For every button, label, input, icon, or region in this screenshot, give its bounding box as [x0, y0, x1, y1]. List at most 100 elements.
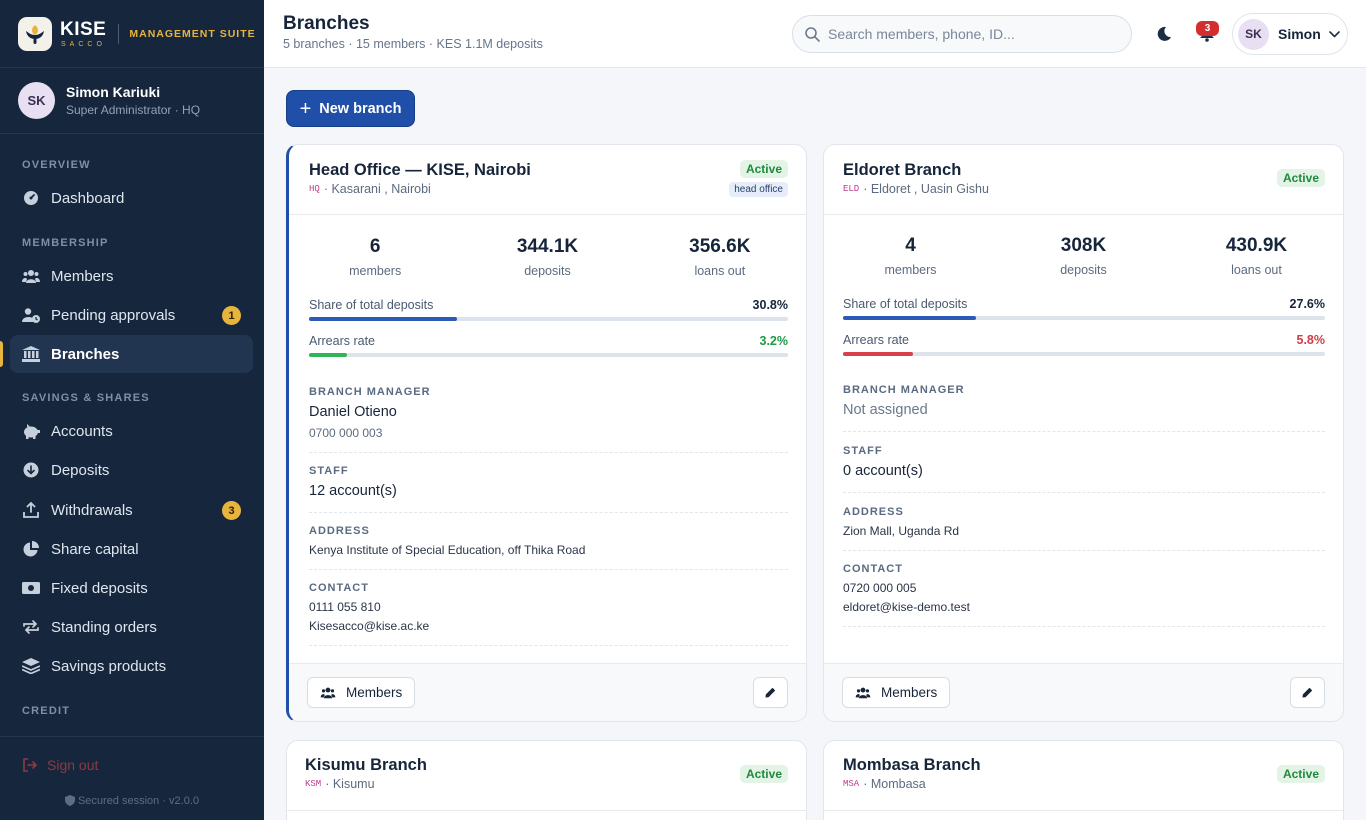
sidebar-item-label: Branches	[51, 345, 120, 363]
arrears-progress-track	[309, 353, 788, 357]
view-members-button[interactable]: Members	[307, 677, 416, 708]
branch-location-text: Kasarani , Nairobi	[331, 182, 431, 196]
sidebar-item-savings-products[interactable]: Savings products	[10, 647, 253, 685]
loans-value: 430.9K	[1225, 235, 1288, 256]
plus-icon: +	[299, 97, 312, 120]
branch-name: Eldoret Branch	[843, 161, 962, 179]
manager-phone: 0700 000 003	[309, 426, 383, 440]
members-count: 6	[369, 236, 381, 257]
section-label: STAFF	[843, 445, 883, 457]
sidebar-item-label: Accounts	[51, 422, 113, 440]
sidebar-item-share-capital[interactable]: Share capital	[10, 530, 253, 568]
edit-branch-button[interactable]	[1290, 677, 1325, 708]
sidebar-item-label: Standing orders	[51, 618, 157, 636]
staff-count: 12 account(s)	[309, 483, 397, 499]
share-progress-fill	[843, 316, 977, 320]
notifications-button[interactable]: 3	[1194, 21, 1220, 47]
address-text: Zion Mall, Uganda Rd	[843, 524, 960, 538]
branch-location-text: Eldoret , Uasin Gishu	[870, 182, 989, 196]
arrears-percent: 3.2%	[759, 334, 789, 348]
section-label: ADDRESS	[309, 525, 370, 537]
location-separator: ·	[863, 777, 871, 791]
brand-suite: MANAGEMENT SUITE	[129, 27, 256, 40]
brand-divider	[118, 23, 120, 44]
pie-chart-icon	[22, 540, 40, 558]
arrears-progress-fill	[309, 353, 348, 357]
contact-section: CONTACT 0720 000 005 eldoret@kise-demo.t…	[843, 563, 1325, 627]
branch-stats: 6 members 344.1K deposits 356.6K loans out	[289, 236, 806, 278]
sign-out-label: Sign out	[47, 757, 99, 773]
sign-out-button[interactable]: Sign out	[22, 757, 98, 773]
members-button-label: Members	[346, 685, 403, 700]
nav-section-savings: SAVINGS & SHARES	[22, 392, 150, 404]
address-section: ADDRESS Zion Mall, Uganda Rd	[843, 506, 1325, 551]
section-label: ADDRESS	[843, 506, 904, 518]
users-icon	[320, 686, 341, 699]
contact-phone: 0111 055 810	[309, 600, 381, 614]
branch-card-kisumu: Kisumu Branch KSM · Kisumu Active	[286, 740, 807, 820]
search-input[interactable]	[828, 26, 1118, 42]
share-of-deposits-row: Share of total deposits 27.6%	[843, 297, 1325, 320]
branch-card-header: Head Office — KISE, Nairobi HQ · Kasarani…	[289, 145, 806, 215]
sidebar-item-label: Members	[51, 267, 114, 285]
arrow-down-circle-icon	[22, 461, 40, 479]
deposits-value: 308K	[1060, 235, 1107, 256]
contact-email: Kisesacco@kise.ac.ke	[309, 619, 430, 633]
shield-icon	[64, 795, 75, 809]
section-label: CONTACT	[309, 582, 369, 594]
section-label: STAFF	[309, 465, 349, 477]
upload-icon	[22, 501, 40, 519]
branch-card-footer: Members	[824, 663, 1343, 721]
new-branch-label: New branch	[319, 100, 402, 117]
secured-session-label: Secured session · v2.0.0	[77, 795, 200, 807]
arrears-progress-fill	[843, 352, 913, 356]
pencil-icon	[765, 687, 776, 698]
sidebar-item-standing-orders[interactable]: Standing orders	[10, 608, 253, 646]
share-progress-fill	[309, 317, 457, 321]
branch-code: KSM	[305, 779, 322, 789]
sidebar-item-withdrawals[interactable]: Withdrawals 3	[10, 491, 253, 529]
pending-count-badge: 1	[222, 306, 241, 325]
search-box	[792, 15, 1132, 53]
secured-session-text: Secured session · v2.0.0	[0, 795, 264, 809]
user-menu-button[interactable]: SK Simon	[1232, 13, 1348, 55]
branch-code: MSA	[843, 779, 860, 789]
branch-card-head-office: Head Office — KISE, Nairobi HQ · Kasarani…	[286, 144, 807, 722]
branch-location: MSA · Mombasa	[843, 777, 926, 791]
sidebar-item-members[interactable]: Members	[10, 257, 253, 295]
branch-name: Mombasa Branch	[843, 756, 981, 774]
theme-toggle-button[interactable]	[1152, 22, 1176, 46]
branch-card-mombasa: Mombasa Branch MSA · Mombasa Active	[823, 740, 1344, 820]
edit-branch-button[interactable]	[753, 677, 788, 708]
share-of-deposits-row: Share of total deposits 30.8%	[309, 298, 788, 321]
brand-name: KISE	[60, 18, 107, 40]
sidebar-item-dashboard[interactable]: Dashboard	[10, 179, 253, 217]
arrears-progress-track	[843, 352, 1325, 356]
deposits-label: deposits	[1060, 263, 1107, 277]
sidebar-item-branches[interactable]: Branches	[0, 335, 253, 373]
members-button-label: Members	[881, 685, 938, 700]
nav-section-credit: CREDIT	[22, 705, 71, 717]
branch-manager-section: BRANCH MANAGER Daniel Otieno 0700 000 00…	[309, 386, 788, 453]
sidebar-item-deposits[interactable]: Deposits	[10, 451, 253, 489]
branch-code: HQ	[309, 184, 320, 194]
loans-label: loans out	[694, 264, 746, 278]
share-percent: 30.8%	[752, 298, 788, 312]
sidebar-item-accounts[interactable]: Accounts	[10, 412, 253, 450]
money-bill-icon	[22, 579, 40, 597]
manager-name: Daniel Otieno	[309, 404, 397, 420]
branch-card-footer: Members	[289, 663, 806, 721]
share-label: Share of total deposits	[843, 297, 968, 311]
sidebar-item-pending-approvals[interactable]: Pending approvals 1	[10, 296, 253, 334]
branch-stats: 4 members 308K deposits 430.9K loans out	[824, 235, 1343, 277]
address-section: ADDRESS Kenya Institute of Special Educa…	[309, 525, 788, 570]
section-label: BRANCH MANAGER	[309, 386, 431, 398]
view-members-button[interactable]: Members	[842, 677, 951, 708]
address-text: Kenya Institute of Special Education, of…	[309, 543, 586, 557]
sidebar-item-label: Savings products	[51, 657, 167, 675]
new-branch-button[interactable]: + New branch	[286, 90, 415, 127]
sidebar-item-fixed-deposits[interactable]: Fixed deposits	[10, 569, 253, 607]
withdrawals-count-badge: 3	[222, 501, 241, 520]
branch-name: Head Office — KISE, Nairobi	[309, 161, 531, 179]
moon-icon	[1156, 26, 1172, 42]
